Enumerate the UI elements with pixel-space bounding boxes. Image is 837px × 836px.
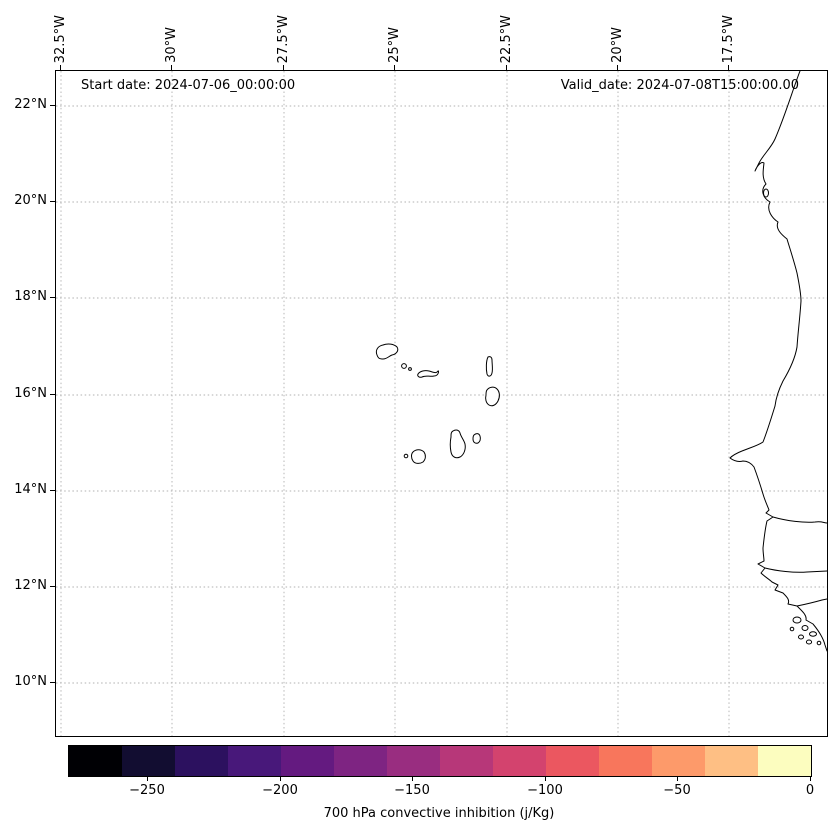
top-tick-label: 32.5°W xyxy=(52,14,68,63)
map-plot: Start date: 2024-07-06_00:00:00 Valid_da… xyxy=(55,70,828,737)
top-tick-mark xyxy=(171,65,172,70)
left-tick-mark xyxy=(50,105,55,106)
island-santa-luzia xyxy=(408,367,412,371)
colorbar-segment xyxy=(175,746,228,776)
map-canvas xyxy=(56,71,827,736)
colorbar-tick-mark xyxy=(545,777,546,781)
start-date-annotation: Start date: 2024-07-06_00:00:00 xyxy=(81,78,296,93)
colorbar-segment xyxy=(334,746,387,776)
left-tick-mark xyxy=(50,586,55,587)
colorbar-segment xyxy=(281,746,334,776)
top-tick-mark xyxy=(283,65,284,70)
colorbar-tick-mark xyxy=(810,777,811,781)
left-tick-mark xyxy=(50,201,55,202)
gambia-river xyxy=(772,516,827,524)
colorbar-tick-label: −200 xyxy=(262,783,298,798)
colorbar-segment xyxy=(387,746,440,776)
colorbar-segment xyxy=(228,746,281,776)
colorbar-tick-label: −250 xyxy=(129,783,165,798)
top-tick-mark xyxy=(728,65,729,70)
left-tick-label: 14°N xyxy=(14,482,47,497)
cape-verde-islands xyxy=(375,343,500,464)
top-tick-label: 25°W xyxy=(386,27,402,63)
left-tick-mark xyxy=(50,682,55,683)
top-tick-label: 20°W xyxy=(609,27,625,63)
colorbar-segment xyxy=(69,746,122,776)
colorbar-tick-mark xyxy=(677,777,678,781)
colorbar-tick-label: −150 xyxy=(394,783,430,798)
left-tick-mark xyxy=(50,394,55,395)
island-boa-vista xyxy=(485,386,500,407)
island-sao-nicolau xyxy=(417,370,439,378)
geba-river xyxy=(796,598,827,607)
top-tick-mark xyxy=(394,65,395,70)
colorbar-tick-mark xyxy=(280,777,281,781)
valid-date-annotation: Valid_date: 2024-07-08T15:00:00.00 xyxy=(560,78,799,93)
gridlines xyxy=(56,71,827,736)
colorbar-segment xyxy=(493,746,546,776)
casamance-river xyxy=(764,567,827,573)
colorbar-tick-mark xyxy=(412,777,413,781)
island-fogo xyxy=(411,449,426,464)
top-tick-label: 27.5°W xyxy=(275,14,291,63)
colorbar xyxy=(68,745,812,777)
coastal-islands xyxy=(763,188,822,646)
colorbar-segment xyxy=(758,746,811,776)
left-tick-label: 20°N xyxy=(14,193,47,208)
colorbar-segment xyxy=(546,746,599,776)
left-tick-label: 10°N xyxy=(14,674,47,689)
colorbar-tick-mark xyxy=(147,777,148,781)
island-santiago xyxy=(449,429,466,459)
top-tick-mark xyxy=(506,65,507,70)
colorbar-segment xyxy=(599,746,652,776)
left-tick-mark xyxy=(50,490,55,491)
top-tick-label: 17.5°W xyxy=(720,14,736,63)
island-tidra xyxy=(763,188,769,198)
coastline-mainland xyxy=(729,71,827,652)
island-sal xyxy=(485,356,493,377)
left-tick-label: 22°N xyxy=(14,97,47,112)
colorbar-segment xyxy=(122,746,175,776)
colorbar-segment xyxy=(652,746,705,776)
top-tick-label: 30°W xyxy=(163,27,179,63)
island-santo-antao xyxy=(375,343,399,360)
top-tick-label: 22.5°W xyxy=(498,14,514,63)
colorbar-axis-label: 700 hPa convective inhibition (j/Kg) xyxy=(323,806,555,821)
island-brava xyxy=(403,453,409,459)
colorbar-tick-label: 0 xyxy=(805,783,815,798)
colorbar-segment xyxy=(440,746,493,776)
colorbar-segment xyxy=(705,746,758,776)
left-tick-label: 18°N xyxy=(14,289,47,304)
colorbar-tick-label: −50 xyxy=(663,783,691,798)
left-tick-mark xyxy=(50,297,55,298)
left-tick-label: 16°N xyxy=(14,386,47,401)
colorbar-tick-label: −100 xyxy=(527,783,563,798)
left-tick-label: 12°N xyxy=(14,578,47,593)
island-sao-vicente xyxy=(401,363,407,369)
top-tick-mark xyxy=(617,65,618,70)
island-maio xyxy=(472,433,481,444)
top-tick-mark xyxy=(60,65,61,70)
